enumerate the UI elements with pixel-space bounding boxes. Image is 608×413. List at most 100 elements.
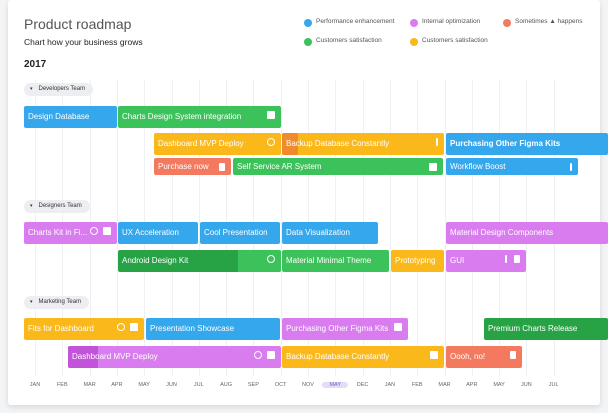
legend-label: Sometimes ▲ happens: [515, 18, 583, 25]
task-label: Dashboard MVP Deploy: [72, 352, 158, 361]
subtitle: Chart how your business grows: [24, 37, 143, 47]
month-label: FEB: [56, 382, 68, 388]
legend-dot: [410, 19, 418, 27]
month-label: MAR: [83, 382, 96, 388]
task-bar[interactable]: Dashboard MVP Deploy: [154, 133, 281, 155]
task-icon[interactable]: [570, 163, 572, 171]
task-label: Cool Presentation: [204, 228, 268, 237]
task-bar[interactable]: Charts Design System integration: [118, 106, 281, 128]
month-label: JAN: [384, 382, 396, 388]
task-label: Purchasing Other Figma Kits: [450, 139, 561, 148]
grid-line: [198, 80, 200, 376]
month-label: SEP: [247, 382, 259, 388]
grid-line: [444, 80, 446, 376]
task-bar[interactable]: GUI: [446, 250, 526, 272]
task-label: Design Database: [28, 112, 90, 121]
legend-label: Performance enhancement: [316, 18, 395, 25]
month-label: MAY: [322, 382, 349, 388]
grid-line: [116, 80, 118, 376]
task-bar[interactable]: Purchase now: [154, 158, 231, 175]
task-bar[interactable]: Workflow Boost: [446, 158, 578, 175]
task-label: Dashboard MVP Deploy: [158, 139, 244, 148]
task-icon[interactable]: [505, 255, 507, 263]
task-icon[interactable]: [514, 255, 520, 263]
task-bar[interactable]: Presentation Showcase: [146, 318, 280, 340]
task-bar[interactable]: Fits for Dashboard: [24, 318, 144, 340]
legend-dot: [410, 38, 418, 46]
task-icon[interactable]: [430, 351, 438, 359]
title: Product roadmap: [24, 16, 132, 32]
task-bar[interactable]: Backup Database Constantly: [282, 346, 444, 368]
task-bar[interactable]: Prototyping: [391, 250, 444, 272]
task-label: Purchasing Other Figma Kits: [286, 324, 389, 333]
task-icon[interactable]: [394, 323, 402, 331]
task-label: Material Design Components: [450, 228, 554, 237]
legend-label: Customers satisfaction: [316, 37, 382, 44]
task-label: Prototyping: [395, 256, 436, 265]
task-bar[interactable]: Dashboard MVP Deploy: [68, 346, 281, 368]
month-label: DEC: [356, 382, 369, 388]
team-label: ▾ Developers Team: [24, 83, 94, 96]
task-icon[interactable]: [219, 163, 225, 171]
legend-label: Internal optimization: [422, 18, 481, 25]
month-label: AUG: [220, 382, 233, 388]
legend-dot: [304, 19, 312, 27]
task-bar[interactable]: Design Database: [24, 106, 117, 128]
month-label: MAY: [493, 382, 505, 388]
task-icon[interactable]: [267, 138, 275, 146]
task-icon[interactable]: [429, 163, 437, 171]
task-bar[interactable]: Material Design Components: [446, 222, 608, 244]
task-label: GUI: [450, 256, 465, 265]
task-icon[interactable]: [117, 323, 125, 331]
task-label: Workflow Boost: [450, 162, 506, 171]
month-label: OCT: [274, 382, 287, 388]
task-bar[interactable]: Cool Presentation: [200, 222, 280, 244]
task-bar[interactable]: Oooh, no!: [446, 346, 522, 368]
month-label: JAN: [29, 382, 41, 388]
task-label: Fits for Dashboard: [28, 324, 94, 333]
task-bar[interactable]: Purchasing Other Figma Kits: [446, 133, 608, 155]
month-label: JUL: [548, 382, 559, 388]
task-icon[interactable]: [130, 323, 138, 331]
task-icon[interactable]: [90, 227, 98, 235]
month-label: APR: [466, 382, 478, 388]
task-bar[interactable]: Data Visualization: [282, 222, 378, 244]
task-icon[interactable]: [267, 111, 275, 119]
task-bar[interactable]: UX Acceleration: [118, 222, 198, 244]
task-label: Premium Charts Release: [488, 324, 578, 333]
bar-segment: [238, 250, 281, 272]
task-label: Charts Design System integration: [122, 112, 242, 121]
task-label: Android Design Kit: [122, 256, 189, 265]
task-icon[interactable]: [267, 351, 275, 359]
task-label: Oooh, no!: [450, 352, 486, 361]
task-label: Purchase now: [158, 162, 209, 171]
task-icon[interactable]: [103, 227, 111, 235]
task-bar[interactable]: Android Design Kit: [118, 250, 281, 272]
month-label: MAR: [438, 382, 451, 388]
task-bar[interactable]: Premium Charts Release: [484, 318, 608, 340]
task-icon[interactable]: [267, 255, 275, 263]
task-icon[interactable]: [436, 138, 438, 146]
task-icon[interactable]: [510, 351, 516, 359]
team-label: ▾ Marketing Team: [24, 296, 90, 309]
legend-dot: [503, 19, 511, 27]
task-bar[interactable]: Backup Database Constantly: [282, 133, 444, 155]
month-label: MAY: [138, 382, 150, 388]
month-label: APR: [111, 382, 123, 388]
legend-dot: [304, 38, 312, 46]
task-bar[interactable]: Material Minimal Theme: [282, 250, 389, 272]
month-label: FEB: [411, 382, 423, 388]
legend-label: Customers satisfaction: [422, 37, 488, 44]
task-icon[interactable]: [254, 351, 262, 359]
task-bar[interactable]: Charts Kit in Fi...: [24, 222, 117, 244]
task-bar[interactable]: Purchasing Other Figma Kits: [282, 318, 408, 340]
task-bar[interactable]: Self Service AR System: [233, 158, 443, 175]
bar-segment: [68, 346, 98, 368]
month-label: JUL: [193, 382, 204, 388]
year: 2017: [24, 59, 47, 70]
grid-line: [280, 80, 282, 376]
month-label: NOV: [302, 382, 314, 388]
roadmap-card: Product roadmap Chart how your business …: [8, 0, 608, 405]
grid-line: [417, 80, 419, 376]
